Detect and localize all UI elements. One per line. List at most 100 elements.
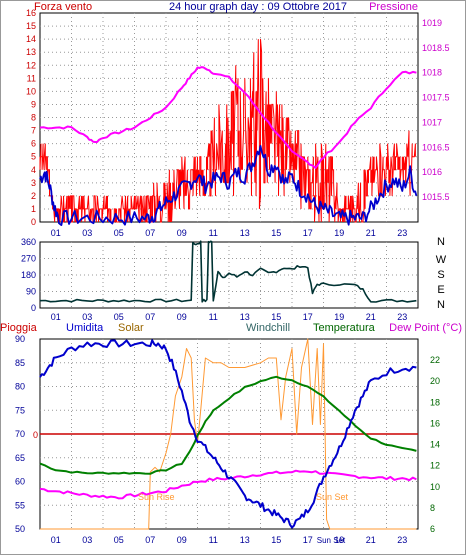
y-tick-label: 15 — [26, 21, 36, 31]
chart-title: 24 hour graph day : 09 Ottobre 2017 — [169, 1, 347, 13]
pressure-series — [39, 66, 417, 169]
y-tick-label: 1 — [31, 204, 36, 214]
y-tick-label: 13 — [26, 47, 36, 57]
legend-rain: Pioggia — [0, 322, 38, 334]
y-tick-label: 1017.5 — [422, 93, 450, 103]
x-tick-label: 17 — [303, 312, 313, 322]
humidity-series — [39, 338, 418, 530]
y-tick-label: 65 — [15, 453, 25, 463]
y-tick-label: 360 — [21, 237, 36, 247]
x-tick-label: 03 — [82, 535, 92, 545]
y-tick-label: 1018.5 — [422, 43, 450, 53]
direction-series — [39, 240, 417, 303]
y-tick-label: 0 — [31, 217, 36, 227]
x-tick-label: 05 — [114, 535, 124, 545]
pressure-line — [39, 66, 417, 169]
y-tick-label: 6 — [430, 524, 435, 534]
y-tick-label: 75 — [15, 405, 25, 415]
y-tick-label: 60 — [15, 477, 25, 487]
wind-average-line — [39, 144, 418, 227]
x-tick-label: 01 — [51, 228, 61, 238]
wind-series — [39, 39, 416, 223]
x-tick-label: 15 — [271, 535, 281, 545]
y-tick-label: 90 — [26, 287, 36, 297]
pressure-axis-title: Pressione — [369, 1, 418, 13]
compass-letter: S — [437, 269, 444, 281]
x-tick-label: 21 — [366, 312, 376, 322]
y-tick-label: 70 — [15, 429, 25, 439]
sun-set-axis-label: Sun Set — [317, 536, 346, 545]
legend-solar: Solar — [118, 322, 144, 334]
x-tick-label: 07 — [145, 228, 155, 238]
y-tick-label: 14 — [26, 34, 36, 44]
compass-letter: W — [436, 254, 447, 266]
wind-average-series — [39, 144, 418, 227]
x-tick-label: 23 — [397, 228, 407, 238]
x-tick-label: 13 — [240, 535, 250, 545]
wind-speed-line — [39, 39, 416, 223]
y-tick-label: 20 — [430, 376, 440, 386]
x-tick-label: 09 — [177, 228, 187, 238]
x-tick-label: 05 — [114, 228, 124, 238]
y-tick-label: 9 — [31, 99, 36, 109]
y-tick-label: 1016 — [422, 167, 442, 177]
x-tick-label: 07 — [145, 312, 155, 322]
legend-temperature: Temperatura — [313, 322, 376, 334]
y-tick-label: 4 — [31, 165, 36, 175]
y-tick-label: 1018 — [422, 68, 442, 78]
y-tick-label: 1015.5 — [422, 192, 450, 202]
y-tick-label: 7 — [31, 126, 36, 136]
x-tick-label: 19 — [334, 312, 344, 322]
y-tick-label: 270 — [21, 254, 36, 264]
x-tick-label: 07 — [145, 535, 155, 545]
humidity-line — [39, 339, 417, 529]
temperature-y-ticks: 6 8 10 12 14 16 18 20 22 — [430, 355, 440, 534]
rain-zero-label: 0 — [33, 430, 38, 440]
legend-windchill: Windchill — [246, 322, 290, 334]
y-tick-label: 10 — [430, 482, 440, 492]
y-tick-label: 1017 — [422, 117, 442, 127]
y-tick-label: 80 — [15, 382, 25, 392]
humidity-y-ticks: 50 55 60 65 70 75 80 85 90 — [15, 334, 25, 534]
y-tick-label: 10 — [26, 86, 36, 96]
y-tick-label: 12 — [26, 60, 36, 70]
x-tick-label: 03 — [82, 228, 92, 238]
y-tick-label: 0 — [31, 303, 36, 313]
x-tick-label: 05 — [114, 312, 124, 322]
x-tick-label: 19 — [334, 535, 344, 545]
x-tick-label: 21 — [366, 228, 376, 238]
y-tick-label: 5 — [31, 152, 36, 162]
humidity-temperature-panel: 50 55 60 65 70 75 80 85 90 6 8 10 12 14 16 18 20 22 01 03… — [15, 334, 440, 545]
y-tick-label: 90 — [15, 334, 25, 344]
y-tick-label: 12 — [430, 461, 440, 471]
x-tick-label: 03 — [82, 312, 92, 322]
x-tick-label: 11 — [209, 312, 218, 322]
x-tick-label: 15 — [271, 228, 281, 238]
y-tick-label: 22 — [430, 355, 440, 365]
y-tick-label: 180 — [21, 270, 36, 280]
y-tick-label: 85 — [15, 358, 25, 368]
direction-y-ticks: 0 90 180 270 360 — [21, 237, 36, 313]
temperature-line — [39, 375, 417, 475]
legend-humidity: Umidita — [66, 322, 104, 334]
y-tick-label: 14 — [430, 440, 440, 450]
x-tick-label: 17 — [303, 228, 313, 238]
y-tick-label: 55 — [15, 500, 25, 510]
y-tick-label: 11 — [27, 73, 36, 83]
compass-letter: N — [437, 236, 445, 248]
y-tick-label: 16 — [430, 418, 440, 428]
solar-line — [40, 338, 417, 530]
x-tick-label: 23 — [397, 312, 407, 322]
direction-x-ticks: 01 03 05 07 09 11 13 15 17 19 21 23 — [51, 312, 408, 322]
y-tick-label: 1019 — [422, 18, 442, 28]
x-tick-label: 19 — [334, 228, 344, 238]
x-tick-label: 23 — [397, 535, 407, 545]
x-tick-label: 01 — [51, 535, 61, 545]
y-tick-label: 6 — [31, 139, 36, 149]
